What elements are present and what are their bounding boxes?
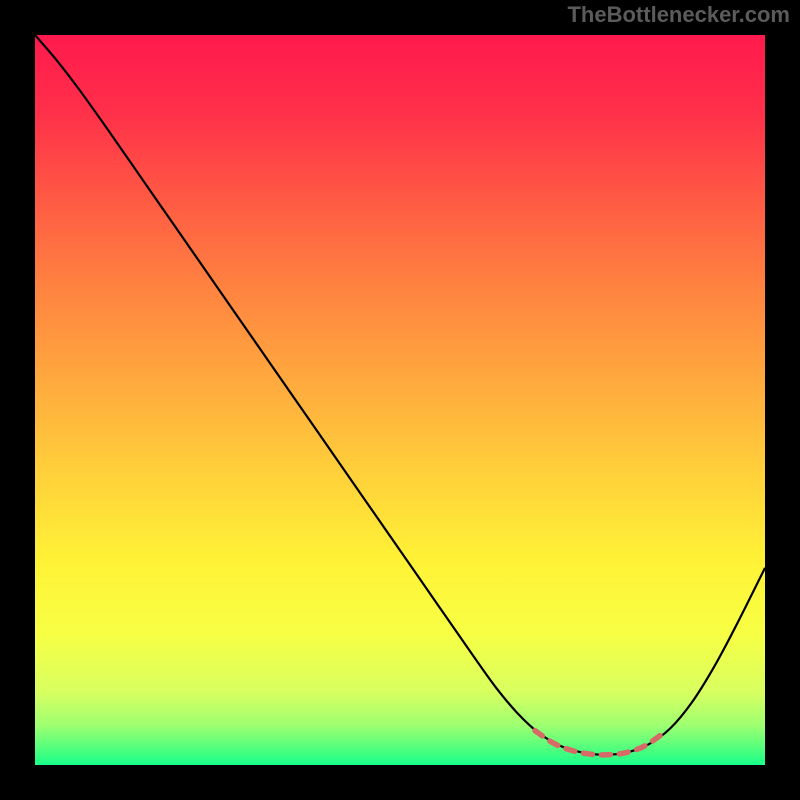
highlight-segment: [535, 731, 663, 755]
watermark-text: TheBottlenecker.com: [567, 2, 790, 28]
chart-container: TheBottlenecker.com: [0, 0, 800, 800]
curve-layer: [35, 35, 765, 765]
main-curve: [35, 35, 765, 755]
plot-area: [35, 35, 765, 765]
